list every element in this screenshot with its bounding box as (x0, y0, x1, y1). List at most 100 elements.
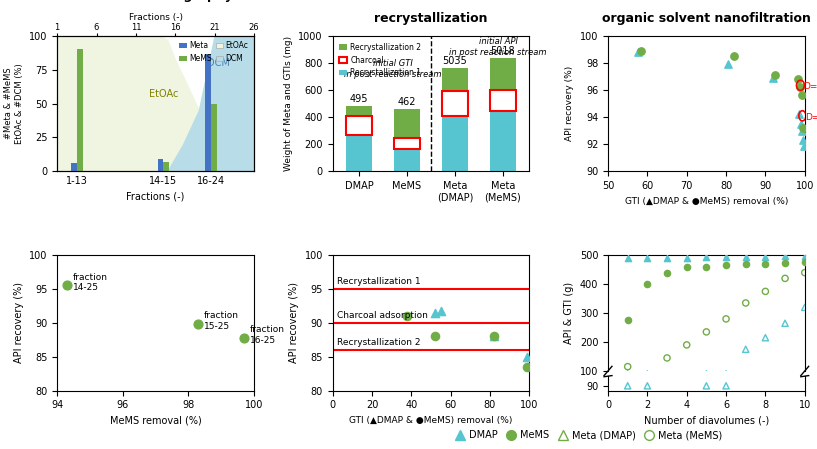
Point (192, 320, 205, 327)
Point (641, 255, 654, 262)
Point (660, 387, 673, 395)
Point (779, 64, 792, 71)
Point (700, 26, 713, 33)
Point (641, 421, 654, 428)
Point (759, 16, 772, 23)
Point (797, 124, 810, 132)
Point (700, 382, 713, 389)
Point (720, 370, 733, 378)
Title: recrystallization: recrystallization (374, 12, 488, 25)
Y-axis label: API recovery (%): API recovery (%) (565, 66, 574, 141)
Bar (489, 58, 516, 90)
Text: D=5: D=5 (804, 82, 817, 91)
Point (641, 382, 654, 389)
Bar (394, 109, 420, 138)
Point (681, 0, 694, 4)
Text: initial API
in post reaction stream: initial API in post reaction stream (449, 37, 547, 57)
Text: Recrystallization 2: Recrystallization 2 (337, 338, 420, 348)
Bar (442, 116, 468, 172)
Text: fraction
16-25: fraction 16-25 (250, 326, 284, 345)
Point (798, 45, 811, 52)
Y-axis label: API recovery (%): API recovery (%) (14, 282, 24, 363)
Y-axis label: Weight of Meta and GTIs (mg): Weight of Meta and GTIs (mg) (283, 36, 292, 171)
Legend: Meta, MeMS, EtOAc, DCM: Meta, MeMS, EtOAc, DCM (178, 40, 250, 65)
Point (792, 111, 806, 118)
Point (681, 286, 694, 293)
Title: organic solvent nanofiltration: organic solvent nanofiltration (602, 12, 810, 25)
Y-axis label: API & GTI (g): API & GTI (g) (565, 282, 574, 344)
Point (660, 269, 673, 276)
Point (798, 11, 811, 18)
Point (798, 304, 811, 311)
Point (631, 48, 644, 56)
Point (798, 269, 811, 276)
Point (700, 242, 713, 250)
Point (700, 253, 713, 260)
Point (621, 204, 634, 211)
Point (795, 92, 808, 99)
Point (796, 127, 809, 134)
Point (700, 370, 713, 378)
Point (720, 262, 733, 269)
Point (794, 120, 807, 128)
Point (520, 353, 534, 361)
Point (739, 253, 752, 260)
Point (739, 346, 752, 353)
Point (635, 47, 648, 54)
Point (779, 320, 792, 327)
Point (681, 26, 694, 33)
Point (739, 16, 752, 23)
Point (621, 382, 634, 389)
Bar (442, 68, 468, 91)
Point (681, 380, 694, 387)
Point (621, 358, 634, 365)
Point (739, 300, 752, 308)
Point (720, 21, 733, 28)
Bar (346, 136, 373, 172)
Point (798, 252, 811, 260)
Bar (71, 163, 77, 172)
Point (641, 382, 654, 389)
Legend: Recrystallization 2, Charcoal, Recrystallization 1: Recrystallization 2, Charcoal, Recrystal… (337, 40, 424, 80)
Bar (163, 162, 169, 172)
Bar (205, 53, 211, 172)
Text: 5018: 5018 (491, 46, 516, 56)
Point (779, 260, 792, 267)
X-axis label: Fractions (-): Fractions (-) (128, 13, 182, 22)
Bar (394, 138, 420, 149)
Point (681, 341, 694, 348)
Legend: DMAP, MeMS, Meta (DMAP), Meta (MeMS): DMAP, MeMS, Meta (DMAP), Meta (MeMS) (450, 427, 726, 444)
Point (779, 252, 792, 260)
Point (660, 329, 673, 336)
Point (621, 0, 634, 4)
Point (797, 136, 810, 144)
Bar (346, 116, 373, 136)
Point (700, 328, 713, 335)
X-axis label: MeMS removal (%): MeMS removal (%) (109, 416, 202, 426)
Text: EtOAc: EtOAc (149, 89, 178, 99)
Bar (158, 159, 163, 172)
Point (488, 333, 501, 340)
Point (681, 416, 694, 423)
Y-axis label: API recovery (%): API recovery (%) (289, 282, 299, 363)
Point (720, 315, 733, 322)
Point (621, 255, 634, 262)
Point (739, 299, 752, 307)
Point (720, 382, 733, 389)
Point (779, 213, 792, 220)
Point (621, 370, 634, 378)
Text: 5035: 5035 (443, 56, 467, 66)
Point (759, 253, 772, 260)
Text: 495: 495 (350, 94, 368, 104)
Text: fraction
15-25: fraction 15-25 (203, 311, 239, 330)
Bar (489, 90, 516, 111)
Point (759, 107, 772, 114)
Point (759, 260, 772, 268)
Point (60, 282, 74, 289)
Point (660, 0, 673, 4)
Point (779, 275, 792, 282)
Point (641, 281, 654, 288)
Point (238, 334, 251, 341)
Text: DCM: DCM (207, 58, 230, 68)
Point (621, 363, 634, 370)
